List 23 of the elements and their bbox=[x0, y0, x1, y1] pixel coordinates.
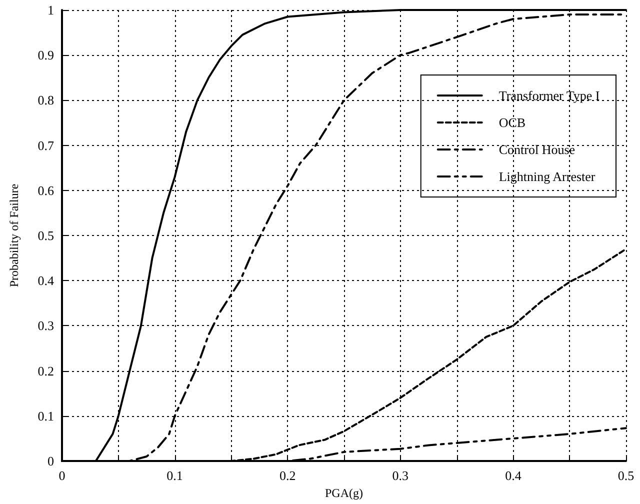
y-tick-label: 1 bbox=[48, 2, 54, 18]
legend-label: Control House bbox=[498, 142, 576, 157]
y-tick-label: 0.6 bbox=[38, 182, 54, 198]
y-tick-label: 0.5 bbox=[38, 228, 54, 243]
y-tick-label: 0.7 bbox=[38, 138, 54, 153]
y-tick-label: 0.1 bbox=[38, 408, 54, 424]
y-tick-label: 0.4 bbox=[38, 273, 54, 288]
y-tick-label: 0.8 bbox=[38, 92, 54, 108]
y-tick-label: 0.2 bbox=[38, 363, 54, 378]
y-axis-title: Probability of Failure bbox=[7, 184, 21, 288]
legend-label: Transformer Type I bbox=[498, 88, 600, 103]
x-tick-label: 0.5 bbox=[618, 468, 634, 483]
x-tick-label: 0 bbox=[58, 468, 66, 483]
x-tick-label: 0.1 bbox=[166, 468, 183, 483]
y-tick-label: 0.3 bbox=[38, 318, 54, 334]
x-axis-title: PGA(g) bbox=[325, 486, 363, 500]
x-tick-label: 0.4 bbox=[505, 468, 522, 483]
x-tick-label: 0.3 bbox=[392, 468, 409, 483]
y-tick-label: 0.9 bbox=[38, 48, 54, 63]
x-tick-label: 0.2 bbox=[279, 468, 296, 483]
y-tick-label: 0 bbox=[48, 454, 54, 468]
legend-label: Lightning Arrester bbox=[498, 169, 596, 184]
legend-label: OCB bbox=[498, 115, 526, 130]
